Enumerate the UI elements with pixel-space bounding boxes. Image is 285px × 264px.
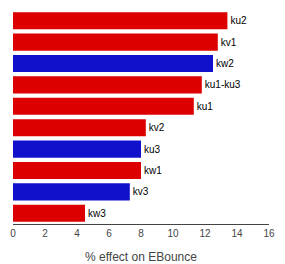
svg-text:14: 14	[231, 228, 243, 239]
svg-text:ku1: ku1	[197, 101, 214, 112]
svg-text:ku3: ku3	[144, 144, 161, 155]
svg-text:% effect on EBounce: % effect on EBounce	[85, 250, 197, 264]
svg-text:kw3: kw3	[88, 208, 106, 219]
svg-text:0: 0	[10, 228, 16, 239]
svg-text:kv2: kv2	[149, 122, 165, 133]
svg-text:4: 4	[74, 228, 80, 239]
svg-text:kw2: kw2	[216, 58, 234, 69]
svg-text:2: 2	[42, 228, 48, 239]
svg-text:ku1-ku3: ku1-ku3	[205, 79, 241, 90]
svg-text:16: 16	[263, 228, 275, 239]
svg-text:kv1: kv1	[221, 37, 237, 48]
svg-text:ku2: ku2	[230, 15, 247, 26]
svg-text:8: 8	[138, 228, 144, 239]
svg-text:12: 12	[199, 228, 211, 239]
svg-text:10: 10	[167, 228, 179, 239]
svg-text:kw1: kw1	[144, 165, 162, 176]
svg-text:kv3: kv3	[133, 186, 149, 197]
svg-text:6: 6	[106, 228, 112, 239]
